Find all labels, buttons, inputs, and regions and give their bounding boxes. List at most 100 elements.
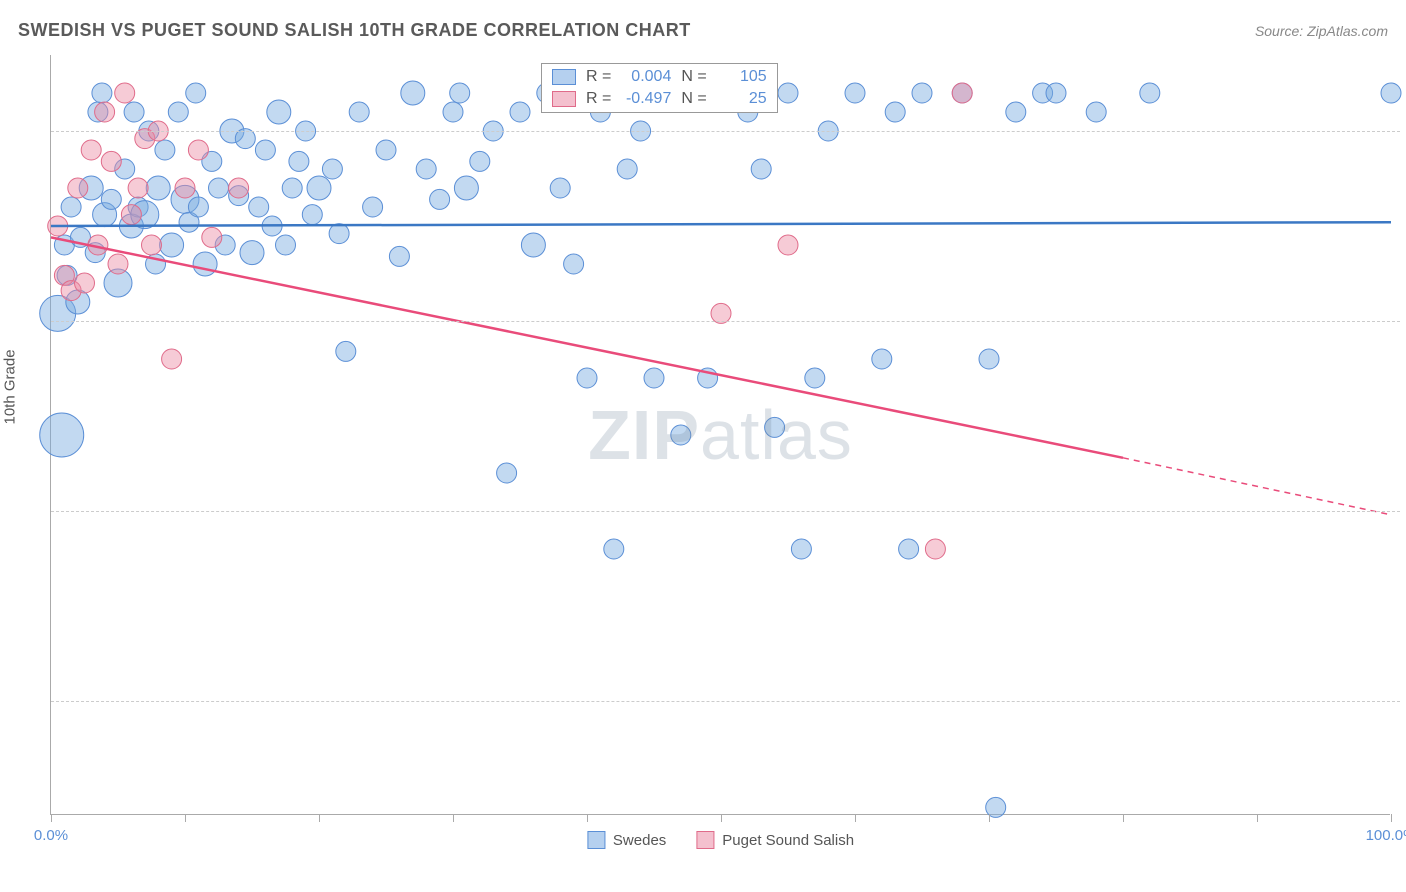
data-point [329, 224, 349, 244]
y-tick-label: 85.0% [1400, 693, 1406, 710]
data-point [160, 233, 184, 257]
r-value: 0.004 [621, 68, 671, 86]
data-point [1046, 83, 1066, 103]
data-point [193, 252, 217, 276]
gridline [51, 131, 1400, 132]
data-point [885, 102, 905, 122]
source-attribution: Source: ZipAtlas.com [1255, 23, 1388, 39]
data-point [282, 178, 302, 198]
x-tick-label: 100.0% [1366, 827, 1406, 844]
data-point [255, 140, 275, 160]
data-point [979, 349, 999, 369]
x-tick [1391, 814, 1392, 822]
x-tick [185, 814, 186, 822]
series-swatch [552, 91, 576, 107]
data-point [791, 539, 811, 559]
legend-swatch [696, 831, 714, 849]
data-point [564, 254, 584, 274]
data-point [497, 463, 517, 483]
data-point [336, 341, 356, 361]
data-point [108, 254, 128, 274]
data-point [617, 159, 637, 179]
x-tick [1257, 814, 1258, 822]
data-point [778, 235, 798, 255]
r-label: R = [586, 68, 611, 86]
data-point [95, 102, 115, 122]
data-point [454, 176, 478, 200]
data-point [302, 205, 322, 225]
regression-line-extrapolated [1123, 458, 1391, 515]
data-point [430, 189, 450, 209]
data-point [899, 539, 919, 559]
data-point [142, 235, 162, 255]
r-value: -0.497 [621, 90, 671, 108]
data-point [765, 417, 785, 437]
correlation-stats-box: R =0.004N =105R =-0.497N =25 [541, 63, 778, 113]
data-point [124, 102, 144, 122]
data-point [349, 102, 369, 122]
data-point [289, 151, 309, 171]
data-point [307, 176, 331, 200]
data-point [912, 83, 932, 103]
data-point [1381, 83, 1401, 103]
data-point [778, 83, 798, 103]
data-point [128, 178, 148, 198]
data-point [389, 246, 409, 266]
x-tick [1123, 814, 1124, 822]
data-point [322, 159, 342, 179]
data-point [470, 151, 490, 171]
data-point [40, 413, 84, 457]
chart-plot-area: ZIPatlas R =0.004N =105R =-0.497N =25 Sw… [50, 55, 1390, 815]
data-point [276, 235, 296, 255]
legend-item: Swedes [587, 831, 666, 849]
x-tick [721, 814, 722, 822]
y-tick-label: 100.0% [1400, 123, 1406, 140]
data-point [92, 83, 112, 103]
gridline [51, 321, 1400, 322]
data-point [81, 140, 101, 160]
data-point [376, 140, 396, 160]
data-point [450, 83, 470, 103]
legend: Swedes Puget Sound Salish [587, 831, 854, 849]
data-point [68, 178, 88, 198]
data-point [1086, 102, 1106, 122]
legend-item: Puget Sound Salish [696, 831, 854, 849]
n-label: N = [681, 90, 706, 108]
data-point [805, 368, 825, 388]
data-point [146, 176, 170, 200]
r-label: R = [586, 90, 611, 108]
data-point [209, 178, 229, 198]
chart-title: SWEDISH VS PUGET SOUND SALISH 10TH GRADE… [18, 20, 691, 41]
data-point [510, 102, 530, 122]
data-point [872, 349, 892, 369]
data-point [751, 159, 771, 179]
stat-row: R =-0.497N =25 [542, 88, 777, 110]
data-point [671, 425, 691, 445]
n-value: 105 [717, 68, 767, 86]
x-tick [855, 814, 856, 822]
x-tick [453, 814, 454, 822]
data-point [121, 205, 141, 225]
x-tick [587, 814, 588, 822]
gridline [51, 511, 1400, 512]
data-point [416, 159, 436, 179]
legend-swatch [587, 831, 605, 849]
data-point [61, 197, 81, 217]
data-point [101, 189, 121, 209]
data-point [363, 197, 383, 217]
regression-line [51, 237, 1123, 457]
data-point [577, 368, 597, 388]
data-point [644, 368, 664, 388]
series-swatch [552, 69, 576, 85]
data-point [186, 83, 206, 103]
data-point [188, 140, 208, 160]
data-point [267, 100, 291, 124]
data-point [155, 140, 175, 160]
data-point [443, 102, 463, 122]
data-point [521, 233, 545, 257]
data-point [240, 241, 264, 265]
y-tick-label: 90.0% [1400, 503, 1406, 520]
y-axis-label: 10th Grade [2, 349, 19, 424]
stat-row: R =0.004N =105 [542, 66, 777, 88]
x-tick [989, 814, 990, 822]
